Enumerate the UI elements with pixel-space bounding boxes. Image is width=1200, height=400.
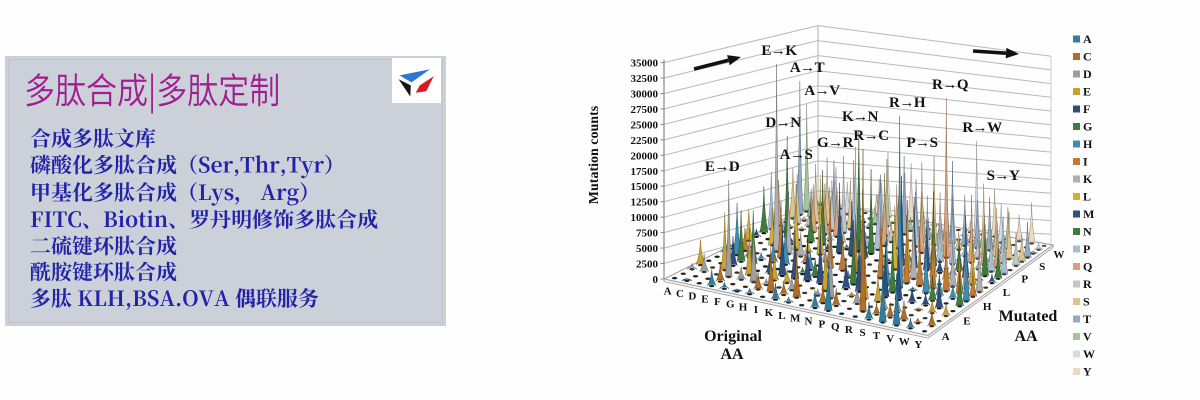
svg-text:P: P — [818, 318, 825, 330]
svg-text:30000: 30000 — [631, 88, 659, 100]
svg-text:M: M — [790, 313, 801, 325]
svg-text:27500: 27500 — [631, 104, 659, 116]
svg-text:E→D: E→D — [705, 159, 740, 175]
svg-text:G→R: G→R — [817, 135, 854, 151]
svg-text:AA: AA — [720, 346, 744, 363]
svg-text:A→S: A→S — [780, 147, 813, 163]
svg-text:S: S — [1039, 261, 1045, 273]
svg-text:H: H — [739, 301, 748, 313]
svg-text:A: A — [664, 285, 672, 297]
svg-text:12500: 12500 — [631, 197, 659, 209]
svg-text:5000: 5000 — [636, 243, 659, 255]
svg-text:L: L — [1083, 190, 1091, 204]
svg-text:E: E — [701, 293, 708, 305]
svg-text:W: W — [1053, 249, 1064, 261]
svg-text:2500: 2500 — [636, 259, 659, 271]
svg-text:E: E — [963, 315, 970, 327]
svg-text:H: H — [983, 301, 992, 313]
svg-text:Y: Y — [1083, 365, 1092, 379]
svg-text:Y: Y — [914, 339, 922, 351]
svg-text:20000: 20000 — [631, 150, 659, 162]
svg-text:R→W: R→W — [962, 120, 1002, 136]
svg-text:22500: 22500 — [631, 135, 659, 147]
svg-text:W: W — [899, 336, 910, 348]
svg-text:0: 0 — [653, 274, 659, 286]
svg-text:Mutation counts: Mutation counts — [587, 105, 602, 204]
svg-text:F: F — [714, 296, 721, 308]
svg-text:P→S: P→S — [906, 135, 937, 151]
svg-text:25000: 25000 — [631, 119, 659, 131]
svg-text:K: K — [1083, 172, 1093, 186]
svg-text:N: N — [804, 315, 812, 327]
svg-text:7500: 7500 — [636, 228, 659, 240]
svg-text:R: R — [1083, 277, 1092, 291]
svg-text:D→N: D→N — [765, 115, 801, 131]
svg-text:C: C — [1083, 50, 1092, 64]
svg-text:V: V — [1083, 330, 1092, 344]
svg-text:S→Y: S→Y — [987, 168, 1020, 184]
svg-text:R→Q: R→Q — [932, 77, 969, 93]
svg-text:35000: 35000 — [631, 58, 659, 70]
svg-text:E: E — [1083, 85, 1091, 99]
svg-text:A: A — [1083, 32, 1092, 46]
svg-text:C: C — [676, 288, 684, 300]
svg-text:A: A — [942, 331, 950, 343]
svg-text:F: F — [1083, 102, 1090, 116]
svg-text:N: N — [1083, 225, 1092, 239]
svg-text:T: T — [1083, 312, 1091, 326]
svg-text:E→K: E→K — [761, 43, 797, 59]
svg-text:32500: 32500 — [631, 73, 659, 85]
svg-text:Original: Original — [704, 328, 762, 345]
svg-text:I: I — [1083, 155, 1088, 169]
svg-text:Q: Q — [831, 321, 840, 333]
svg-text:Mutated: Mutated — [999, 308, 1058, 325]
svg-text:S: S — [860, 327, 866, 339]
svg-text:L: L — [1003, 287, 1010, 299]
svg-text:P: P — [1021, 274, 1028, 286]
svg-text:W: W — [1083, 347, 1095, 361]
svg-text:V: V — [886, 333, 894, 345]
svg-text:K→N: K→N — [842, 109, 879, 125]
svg-text:10000: 10000 — [631, 212, 659, 224]
svg-text:K: K — [765, 307, 774, 319]
svg-text:S: S — [1083, 295, 1090, 309]
svg-text:AA: AA — [1014, 328, 1038, 345]
svg-text:R→H: R→H — [889, 95, 926, 111]
svg-text:17500: 17500 — [631, 166, 659, 178]
svg-text:H: H — [1083, 137, 1093, 151]
svg-text:P: P — [1083, 242, 1090, 256]
svg-text:I: I — [754, 304, 758, 316]
svg-text:D: D — [688, 291, 696, 303]
svg-text:D: D — [1083, 67, 1092, 81]
svg-text:R→C: R→C — [853, 128, 888, 144]
svg-text:A→V: A→V — [804, 83, 840, 99]
svg-text:A→T: A→T — [790, 60, 825, 76]
svg-text:G: G — [1083, 120, 1092, 134]
svg-text:15000: 15000 — [631, 181, 659, 193]
svg-text:R: R — [845, 324, 854, 336]
svg-text:T: T — [873, 330, 881, 342]
svg-text:L: L — [778, 310, 785, 322]
svg-text:M: M — [1083, 207, 1094, 221]
svg-text:Q: Q — [1083, 260, 1092, 274]
svg-text:G: G — [726, 299, 735, 311]
